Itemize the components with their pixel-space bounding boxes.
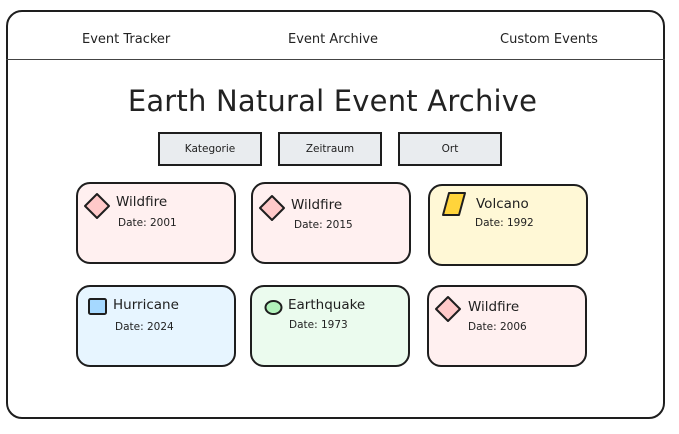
square-icon [88,298,107,315]
ellipse-icon [264,300,283,315]
event-card[interactable]: Earthquake Date: 1973 [250,285,410,367]
diamond-icon [435,296,461,322]
diamond-icon [259,195,285,221]
filter-ort-button[interactable]: Ort [398,132,502,166]
page-title: Earth Natural Event Archive [127,84,538,118]
event-card[interactable]: Wildfire Date: 2006 [427,285,587,367]
top-navbar: Event Tracker Event Archive Custom Event… [6,10,665,60]
event-card[interactable]: Volcano Date: 1992 [428,184,588,266]
event-date: Date: 1973 [289,319,348,331]
event-card[interactable]: Wildfire Date: 2001 [76,182,236,264]
event-type: Hurricane [113,297,179,313]
event-card[interactable]: Hurricane Date: 2024 [76,285,236,367]
event-type: Wildfire [291,197,343,213]
event-date: Date: 2001 [118,217,177,229]
diamond-icon [84,193,110,219]
nav-event-tracker[interactable]: Event Tracker [82,32,171,47]
nav-custom-events[interactable]: Custom Events [500,32,598,47]
event-type: Volcano [476,196,529,212]
event-type: Wildfire [116,194,168,210]
event-type: Earthquake [288,297,366,313]
event-date: Date: 2024 [115,321,174,333]
event-date: Date: 2015 [294,219,353,231]
event-card[interactable]: Wildfire Date: 2015 [251,182,411,264]
event-type: Wildfire [468,299,520,315]
filter-kategorie-button[interactable]: Kategorie [158,132,262,166]
event-date: Date: 2006 [468,321,527,333]
parallelogram-icon [442,192,466,216]
event-date: Date: 1992 [475,217,534,229]
nav-event-archive[interactable]: Event Archive [288,32,379,47]
filter-zeitraum-button[interactable]: Zeitraum [278,132,382,166]
